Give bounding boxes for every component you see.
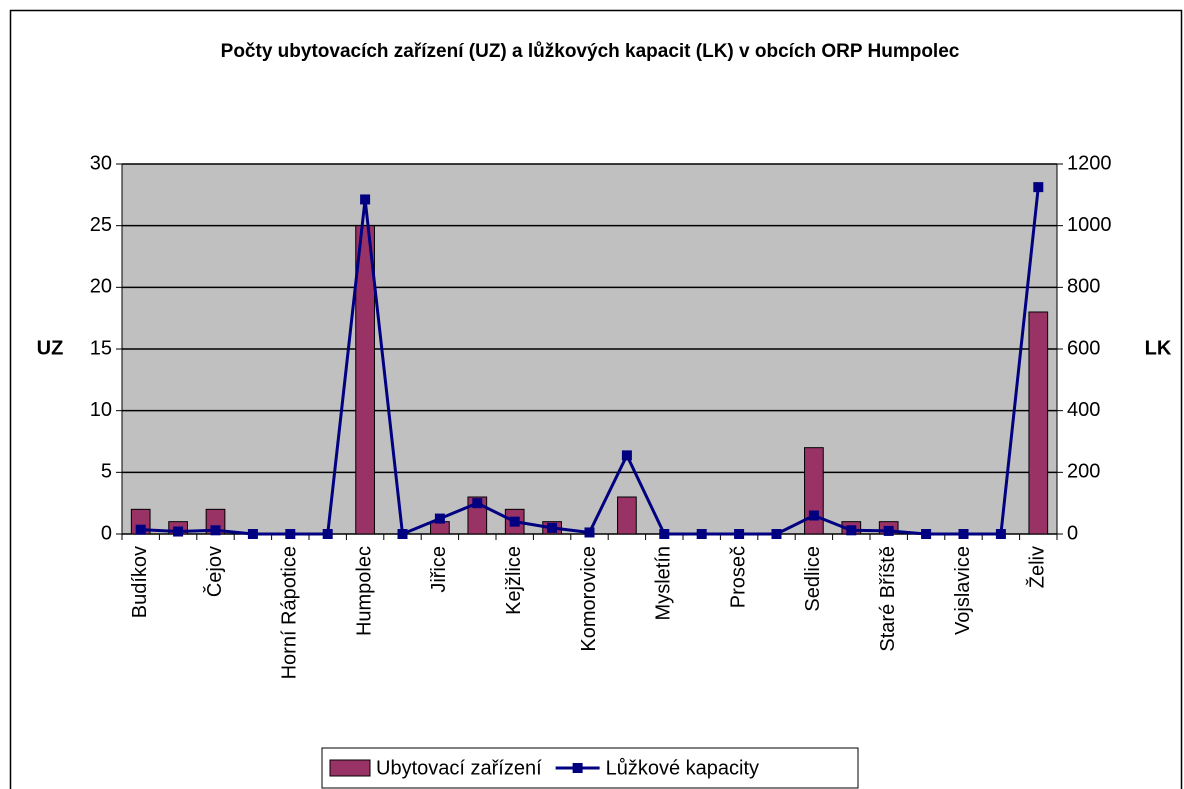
line-marker [285, 529, 296, 539]
x-tick-label: Kejžlice [503, 546, 525, 615]
line-marker [846, 525, 857, 536]
line-marker [360, 194, 371, 205]
y2-tick-label: 600 [1067, 337, 1100, 359]
line-marker [995, 529, 1006, 539]
legend-label: Lůžkové kapacity [606, 757, 759, 779]
y-tick-label: 5 [101, 461, 112, 483]
line-marker [322, 529, 333, 539]
line-marker [173, 526, 184, 537]
y-tick-label: 20 [90, 276, 112, 298]
x-tick-label: Staré Bříště [877, 546, 899, 652]
legend-label: Ubytovací zařízení [376, 757, 542, 779]
y2-tick-label: 1200 [1067, 152, 1112, 174]
y2-tick-label: 1000 [1067, 214, 1112, 236]
x-tick-label: Čejov [203, 546, 226, 597]
bar [1028, 311, 1049, 535]
line-marker [771, 529, 782, 539]
legend: Ubytovací zařízení Lůžkové kapacity [321, 747, 859, 789]
line-marker [135, 524, 146, 535]
line-marker [958, 529, 969, 539]
line-marker [734, 529, 745, 539]
line-marker [397, 529, 408, 539]
y2-axis-label: LK [1145, 337, 1172, 359]
line-marker [921, 529, 932, 539]
y2-tick-label: 800 [1067, 276, 1100, 298]
y-tick-label: 0 [101, 522, 112, 544]
line-marker [509, 516, 520, 527]
x-tick-label: Mysletín [653, 546, 675, 620]
x-tick-label: Horní Rápotice [279, 546, 301, 679]
bar [617, 496, 637, 535]
y-axis-label: UZ [37, 337, 64, 359]
x-tick-label: Komorovice [578, 546, 600, 652]
line-marker [584, 527, 595, 538]
line-marker [210, 525, 221, 536]
line-marker [472, 498, 483, 509]
line-marker [621, 450, 632, 461]
line-marker [247, 529, 258, 539]
x-tick-label: Želiv [1026, 546, 1049, 588]
x-tick-label: Proseč [727, 546, 749, 608]
x-tick-label: Budíkov [129, 546, 151, 618]
x-tick-label: Vojslavice [952, 546, 974, 635]
y-tick-label: 15 [90, 337, 112, 359]
x-tick-label: Humpolec [353, 546, 375, 636]
line-marker [547, 522, 558, 533]
line-marker [1033, 182, 1044, 193]
y-tick-label: 30 [90, 152, 112, 174]
x-tick-label: Jiřice [428, 546, 450, 593]
y2-tick-label: 200 [1067, 461, 1100, 483]
y-tick-label: 25 [90, 214, 112, 236]
bar [804, 447, 824, 535]
legend-marker [572, 763, 583, 773]
y-tick-label: 10 [90, 399, 112, 421]
bar [355, 225, 375, 535]
line-marker [434, 513, 445, 524]
line-marker [696, 529, 707, 539]
legend-swatch [329, 759, 371, 777]
line-marker [659, 529, 670, 539]
line-marker [883, 525, 894, 536]
y2-tick-label: 0 [1067, 522, 1078, 544]
title-box: Počty ubytovacích zařízení (UZ) a lůžkov… [220, 41, 960, 62]
y2-tick-label: 400 [1067, 399, 1100, 421]
line-marker [808, 510, 819, 521]
x-tick-label: Sedlice [802, 546, 824, 612]
chart-title: Počty ubytovacích zařízení (UZ) a lůžkov… [220, 41, 960, 62]
